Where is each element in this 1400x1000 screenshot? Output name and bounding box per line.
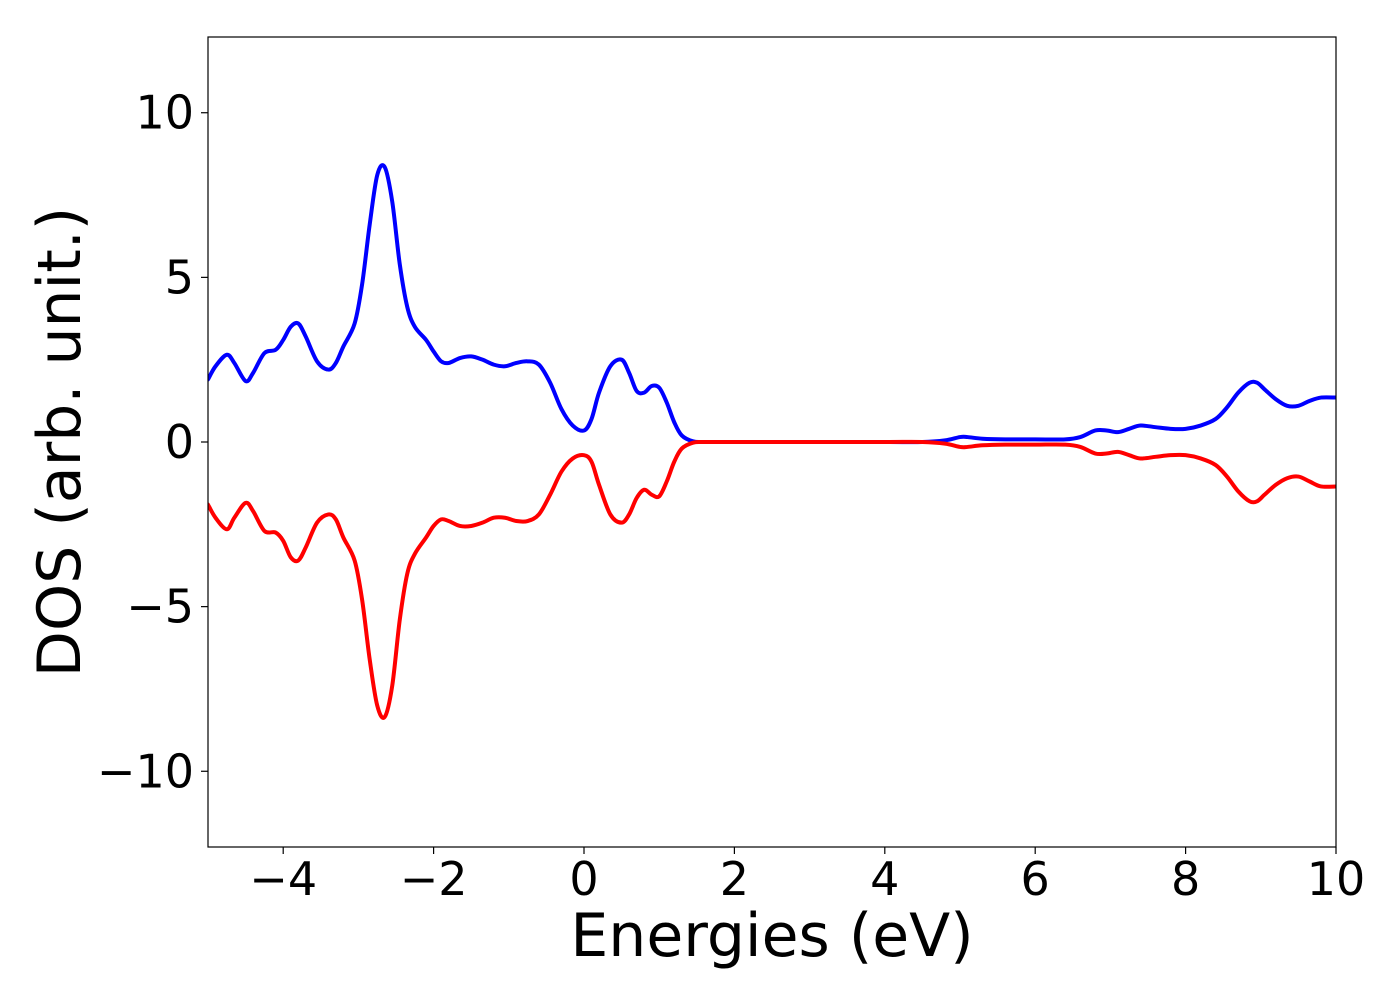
series-line-spin-down <box>208 439 1336 720</box>
y-tick-label: −5 <box>126 580 194 634</box>
y-tick-label: −10 <box>97 744 194 798</box>
y-tick-label: 10 <box>135 86 194 140</box>
series-line-spin-up <box>208 163 1336 445</box>
y-tick-label: 0 <box>165 415 194 469</box>
x-tick-label: −2 <box>400 852 468 906</box>
x-tick-label: 8 <box>1171 852 1200 906</box>
y-axis: 10 5 0 −5 −10 <box>97 86 208 798</box>
x-tick-label: −4 <box>249 852 317 906</box>
x-tick-label: 6 <box>1021 852 1050 906</box>
y-axis-title: DOS (arb. unit.) <box>25 207 95 677</box>
plot-area <box>208 163 1336 720</box>
x-tick-label: 4 <box>870 852 899 906</box>
x-axis: −4 −2 0 2 4 6 8 10 <box>249 847 1365 906</box>
x-axis-title: Energies (eV) <box>570 901 973 971</box>
x-tick-label: 2 <box>720 852 749 906</box>
x-tick-label: 0 <box>569 852 598 906</box>
y-tick-label: 5 <box>165 250 194 304</box>
x-tick-label: 10 <box>1307 852 1366 906</box>
